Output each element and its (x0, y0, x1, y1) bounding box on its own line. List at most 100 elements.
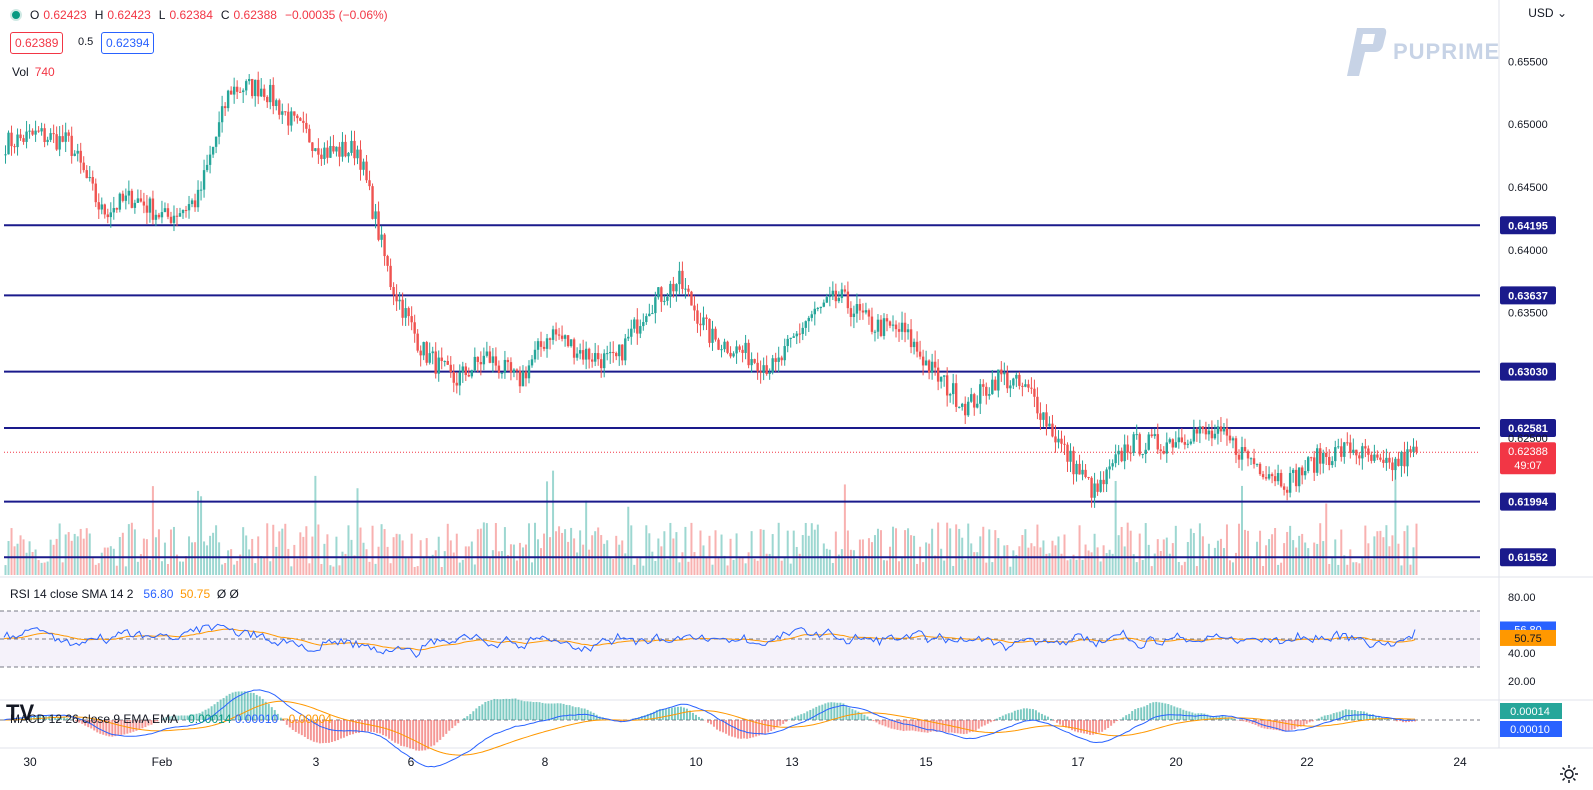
candle-body (383, 234, 386, 257)
volume-bar (885, 560, 888, 575)
level-label[interactable]: 0.61994 (1508, 497, 1549, 509)
sell-button[interactable]: 0.62389 (10, 32, 64, 54)
level-label[interactable]: 0.63637 (1508, 290, 1548, 302)
macd-hist-bar (1281, 720, 1284, 732)
volume-bar (813, 529, 816, 575)
volume-bar (188, 536, 191, 575)
volume-bar (570, 527, 573, 575)
macd-hist-bar (896, 720, 899, 730)
chevron-down-icon: ⌄ (1556, 6, 1567, 20)
macd-hist-bar (1173, 706, 1176, 720)
macd-hist-bar (743, 720, 746, 739)
candle-body (1367, 448, 1370, 455)
candle-body (196, 189, 200, 208)
volume-bar (690, 522, 693, 575)
macd-hist-bar (361, 720, 364, 733)
macd-hist-bar (252, 693, 255, 720)
high-label: H (94, 8, 104, 22)
macd-hist-bar (258, 696, 261, 720)
macd-hist-bar (1068, 720, 1071, 729)
volume-bar (675, 532, 678, 575)
volume-bar (1394, 465, 1397, 575)
candle-body (1135, 434, 1138, 436)
rsi-legend: RSI 14 close SMA 14 2 56.80 50.75 Ø Ø (10, 587, 239, 601)
macd-hist-bar (108, 720, 111, 737)
gear-icon[interactable] (1559, 764, 1579, 784)
time-axis[interactable]: 30 Feb 3 6 8 10 13 15 17 20 22 24 (23, 755, 1467, 769)
candle-body (1228, 435, 1232, 441)
candle-body (1009, 385, 1012, 389)
candle-body (762, 365, 765, 373)
candle-body (124, 195, 128, 201)
volume-bar (994, 530, 997, 575)
volume-bar (1141, 560, 1144, 575)
macd-hist-bar (719, 720, 722, 732)
time-tick: 30 (23, 755, 37, 769)
candle-body (512, 369, 516, 373)
macd-hist-bar (493, 698, 496, 720)
candle-body (1003, 372, 1006, 375)
rsi-legend-label: RSI 14 close SMA 14 2 (10, 587, 134, 601)
volume-bar (245, 535, 248, 575)
candle-body (1042, 412, 1045, 420)
volume-bar (1177, 561, 1180, 575)
candle-body (320, 154, 323, 159)
macd-hist-bar (1083, 720, 1086, 734)
currency-selector[interactable]: USD ⌄ (1528, 6, 1567, 20)
candle-body (344, 141, 347, 157)
level-label[interactable]: 0.64195 (1508, 220, 1548, 232)
macd-hist-bar (279, 717, 282, 720)
volume-bar (121, 532, 124, 575)
macd-hist-bar (505, 698, 508, 720)
macd-hist-bar (321, 720, 324, 744)
volume-bar (323, 543, 326, 575)
macd-hist-bar (324, 720, 327, 743)
candle-body (560, 335, 564, 339)
macd-hist-bar (866, 716, 869, 720)
candle-body (1328, 456, 1331, 466)
tradingview-logo[interactable]: TV (6, 700, 35, 725)
volume-bar (1379, 530, 1382, 575)
level-label[interactable]: 0.62581 (1508, 423, 1548, 435)
macd-hist-bar (1275, 720, 1278, 731)
volume-bar (645, 525, 648, 575)
macd-hist-bar (1107, 720, 1110, 729)
volume-bar (1135, 562, 1138, 575)
level-label-bg (1500, 492, 1556, 511)
volume-bar (768, 553, 771, 575)
volume-bar (882, 560, 885, 575)
candle-body (621, 344, 624, 361)
volume-bar (1045, 553, 1048, 575)
level-label[interactable]: 0.63030 (1508, 367, 1548, 379)
volume-bar (1186, 541, 1189, 575)
macd-hist-bar (535, 701, 538, 720)
macd-hist-bar (192, 714, 195, 720)
macd-hist-bar (463, 718, 466, 720)
rsi-lines (3, 623, 1416, 658)
candle-body (112, 208, 116, 213)
candle-body (187, 204, 191, 211)
volume-bar (699, 530, 702, 575)
macd-hist-bar (339, 720, 342, 739)
price-axis[interactable]: 0.64195 0.63637 0.63030 0.62581 0.61994 0.615… (1500, 56, 1562, 737)
macd-hist-bar (312, 720, 315, 742)
market-status-icon[interactable] (10, 9, 22, 21)
volume-bar (407, 557, 410, 575)
buy-button[interactable]: 0.62394 (101, 32, 155, 54)
macd-hist-bar (920, 720, 923, 733)
volume-bar (218, 542, 221, 575)
macd-hist-bar (63, 717, 66, 720)
horizontal-levels[interactable] (4, 224, 1480, 559)
level-label-bg (1500, 362, 1556, 381)
rsi-sma-value-label: 50.75 (1514, 633, 1542, 645)
macd-hist-bar (168, 716, 171, 720)
volume-bar (172, 526, 175, 575)
volume-bar (1159, 550, 1162, 575)
macd-hist-bar (827, 702, 830, 720)
candle-body (1207, 430, 1211, 435)
level-label[interactable]: 0.61552 (1508, 552, 1548, 564)
volume-bar (819, 555, 822, 575)
volume-bar (1361, 557, 1364, 575)
macd-hist-bar (367, 720, 370, 732)
